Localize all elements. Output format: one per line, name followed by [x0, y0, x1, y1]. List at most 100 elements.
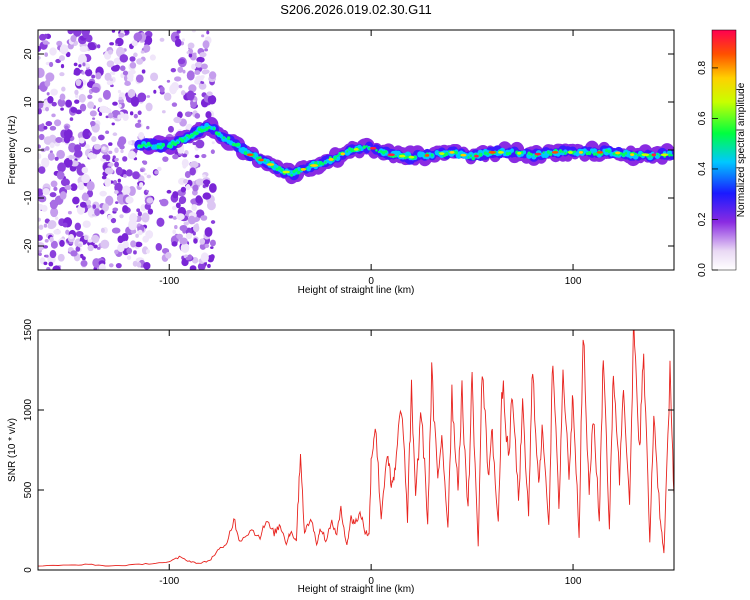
noise-blob: [112, 132, 118, 137]
noise-blob: [137, 119, 142, 123]
noise-blob: [143, 262, 151, 270]
ridge-blob: [294, 168, 298, 172]
noise-blob: [111, 227, 121, 234]
ridge-blob: [195, 131, 199, 136]
noise-blob: [122, 156, 128, 162]
noise-blob: [53, 186, 58, 191]
noise-blob: [156, 217, 165, 227]
noise-blob: [130, 240, 137, 248]
noise-blob: [81, 71, 85, 75]
ridge-blob: [365, 145, 368, 148]
noise-blob: [97, 134, 105, 141]
ridge-blob: [292, 169, 296, 174]
ridge-blob: [467, 156, 470, 159]
noise-blob: [192, 231, 196, 236]
ridge-peak: [408, 155, 415, 159]
noise-blob: [201, 63, 208, 70]
y-tick-label: 20: [23, 48, 34, 60]
ridge-peak: [246, 153, 254, 157]
noise-blob: [128, 219, 137, 231]
noise-blob: [172, 216, 178, 220]
noise-blob: [126, 71, 134, 81]
noise-blob: [67, 210, 72, 215]
noise-blob: [199, 243, 207, 250]
noise-blob: [175, 35, 180, 39]
noise-blob: [38, 217, 41, 222]
noise-blob: [207, 263, 211, 268]
noise-blob: [108, 112, 114, 119]
ridge-peak: [439, 152, 445, 156]
ridge-blob: [367, 146, 371, 150]
noise-blob: [181, 258, 189, 267]
noise-blob: [118, 104, 122, 108]
noise-blob: [112, 207, 119, 212]
noise-blob: [193, 224, 200, 233]
noise-blob: [202, 179, 211, 185]
ridge-peak: [578, 151, 583, 154]
noise-blob: [74, 99, 80, 104]
noise-blob: [55, 216, 59, 221]
noise-blob: [75, 231, 84, 237]
noise-blob: [83, 235, 89, 241]
ridge-blob: [290, 173, 293, 177]
y-tick-label: 1500: [23, 318, 34, 341]
noise-blob: [77, 243, 82, 248]
noise-blob: [111, 122, 115, 126]
noise-blob: [84, 144, 90, 149]
noise-blob: [141, 212, 150, 223]
noise-blob: [205, 111, 212, 119]
noise-blob: [146, 95, 151, 98]
ridge-blob: [336, 154, 339, 158]
noise-blob: [108, 150, 113, 155]
noise-blob: [80, 259, 88, 267]
noise-blob: [44, 79, 51, 87]
y-tick-label: -10: [23, 190, 34, 205]
noise-blob: [38, 153, 42, 160]
noise-blob: [45, 254, 49, 258]
noise-blob: [145, 249, 150, 254]
noise-blob: [60, 64, 65, 69]
noise-blob: [49, 249, 57, 259]
noise-blob: [135, 233, 139, 238]
noise-blob: [118, 96, 123, 100]
noise-blob: [168, 215, 174, 219]
noise-blob: [114, 147, 119, 154]
ridge-peak: [474, 154, 479, 158]
ridge-blob: [277, 166, 282, 170]
colorbar-tick-label: 0.8: [697, 61, 708, 75]
noise-blob: [38, 144, 41, 149]
noise-blob: [144, 35, 153, 46]
noise-blob: [63, 157, 73, 168]
noise-blob: [54, 156, 59, 161]
noise-blob: [38, 133, 45, 141]
x-tick-label: 0: [368, 576, 374, 587]
noise-blob: [189, 167, 196, 176]
ridge-blob: [592, 152, 596, 156]
noise-blob: [209, 71, 217, 80]
noise-blob: [119, 54, 129, 63]
noise-blob: [137, 229, 143, 236]
ridge-peak: [488, 151, 496, 154]
noise-blob: [91, 234, 100, 244]
noise-blob: [41, 157, 50, 168]
noise-blob: [126, 255, 132, 260]
noise-blob: [43, 33, 48, 39]
noise-blob: [92, 204, 97, 209]
noise-blob: [38, 45, 41, 52]
snr-frame: [37, 329, 675, 571]
noise-blob: [114, 64, 121, 70]
noise-blob: [133, 32, 143, 42]
noise-blob: [77, 181, 85, 191]
noise-blob: [38, 252, 42, 256]
noise-blob: [59, 44, 69, 55]
ridge-blob: [321, 162, 325, 166]
noise-blob: [165, 252, 172, 259]
ridge-blob: [263, 159, 266, 162]
noise-blob: [188, 53, 193, 58]
ridge-blob: [413, 155, 417, 159]
noise-blob: [93, 244, 98, 249]
ridge-peak: [497, 151, 504, 154]
noise-blob: [154, 170, 159, 175]
noise-blob: [46, 267, 51, 270]
ridge-blob: [607, 149, 611, 154]
